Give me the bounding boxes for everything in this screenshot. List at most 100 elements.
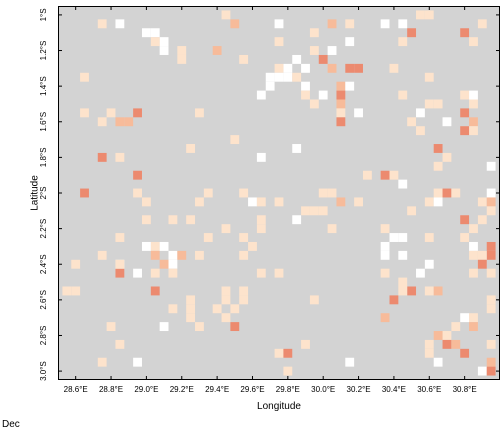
map-cell bbox=[486, 206, 496, 216]
map-cell bbox=[336, 197, 346, 207]
map-cell bbox=[398, 179, 408, 189]
map-cell bbox=[345, 81, 355, 91]
map-cell bbox=[398, 250, 408, 260]
map-cell bbox=[424, 259, 434, 269]
map-cell bbox=[309, 46, 319, 55]
map-cell bbox=[115, 259, 125, 269]
map-cell bbox=[469, 117, 478, 127]
map-cell bbox=[460, 108, 470, 118]
map-cell bbox=[424, 233, 434, 242]
map-cell bbox=[301, 90, 310, 100]
map-cell bbox=[141, 215, 151, 225]
map-cell bbox=[451, 339, 461, 349]
map-cell bbox=[327, 19, 337, 29]
map-cell bbox=[186, 215, 196, 225]
map-cell bbox=[141, 197, 151, 207]
map-cell bbox=[477, 197, 487, 207]
x-tick-label: 29.0°E bbox=[134, 385, 158, 394]
map-cell bbox=[354, 63, 363, 73]
map-cell bbox=[424, 10, 434, 20]
map-cell bbox=[380, 170, 390, 180]
map-cell bbox=[407, 206, 417, 216]
map-cell bbox=[433, 357, 443, 367]
map-cell bbox=[389, 63, 399, 73]
x-axis-ticks: 28.6°E 28.8°E 29.0°E 29.2°E 29.4°E 29.6°E 29.8… bbox=[64, 6, 477, 394]
y-tick-label: 1°S bbox=[39, 8, 48, 21]
map-cell bbox=[168, 259, 178, 269]
map-cell bbox=[469, 37, 478, 47]
x-tick-label: 29.4°E bbox=[205, 385, 229, 394]
map-cell bbox=[469, 241, 478, 251]
map-cell bbox=[451, 322, 461, 332]
map-cell bbox=[460, 90, 470, 100]
map-cell bbox=[309, 206, 319, 216]
map-cell bbox=[292, 215, 302, 225]
map-cell bbox=[274, 37, 284, 47]
map-cell bbox=[469, 313, 478, 323]
map-cell bbox=[380, 241, 390, 251]
map-cell bbox=[469, 90, 478, 100]
map-cell bbox=[442, 117, 452, 127]
map-cell bbox=[265, 81, 275, 91]
map-cell bbox=[141, 241, 151, 251]
map-cell bbox=[398, 233, 408, 242]
map-cell bbox=[221, 224, 231, 234]
map-cell bbox=[424, 72, 434, 82]
map-cell bbox=[486, 295, 496, 305]
map-cell bbox=[274, 19, 284, 29]
map-cell bbox=[177, 250, 187, 260]
map-cell bbox=[318, 188, 328, 198]
map-cell bbox=[398, 19, 408, 29]
map-cell bbox=[486, 366, 496, 376]
map-cell bbox=[106, 108, 116, 118]
y-tick-label: 1.2°S bbox=[39, 41, 48, 61]
x-tick-label: 30.6°E bbox=[417, 385, 441, 394]
map-cell bbox=[398, 90, 408, 100]
y-axis-ticks: 1°S 1.2°S 1.4°S 1.6°S 1.8°S 2°S 2.2°S 2.4°S 2.6°… bbox=[39, 8, 500, 381]
map-cell bbox=[424, 348, 434, 358]
map-cell bbox=[398, 286, 408, 296]
map-cell bbox=[389, 295, 399, 305]
map-cell bbox=[336, 117, 346, 127]
map-cell bbox=[301, 63, 310, 73]
map-cell bbox=[327, 63, 337, 73]
y-tick-label: 1.6°S bbox=[39, 112, 48, 132]
map-cell bbox=[433, 99, 443, 109]
map-cell bbox=[345, 37, 355, 47]
map-cell bbox=[416, 126, 425, 136]
map-cell bbox=[451, 188, 461, 198]
map-cell bbox=[71, 286, 81, 296]
map-cell bbox=[168, 304, 178, 314]
map-cell bbox=[80, 72, 89, 82]
map-cell bbox=[486, 241, 496, 251]
map-cell bbox=[292, 72, 302, 82]
map-cell bbox=[212, 304, 222, 314]
map-cell bbox=[407, 286, 417, 296]
month-caption: Dec bbox=[2, 419, 20, 430]
map-cell bbox=[274, 63, 284, 73]
map-cell bbox=[486, 188, 496, 198]
map-cell bbox=[345, 357, 355, 367]
map-cell bbox=[97, 250, 107, 260]
map-cell bbox=[407, 28, 417, 38]
map-cell bbox=[380, 224, 390, 234]
map-cell bbox=[186, 304, 196, 314]
map-cell bbox=[318, 206, 328, 216]
map-cell bbox=[486, 197, 496, 207]
map-cell bbox=[265, 72, 275, 82]
map-cell bbox=[469, 250, 478, 260]
map-cell bbox=[283, 72, 293, 82]
map-cell bbox=[115, 233, 125, 242]
map-cell bbox=[115, 19, 125, 29]
map-cell bbox=[460, 215, 470, 225]
x-tick-label: 29.2°E bbox=[170, 385, 194, 394]
map-cell bbox=[150, 268, 160, 278]
map-cell bbox=[186, 313, 196, 323]
map-cell bbox=[336, 81, 346, 91]
map-cell bbox=[133, 268, 142, 278]
map-cell bbox=[345, 63, 355, 73]
map-cell bbox=[389, 233, 399, 242]
map-cell bbox=[460, 126, 470, 136]
map-cell bbox=[274, 72, 284, 82]
